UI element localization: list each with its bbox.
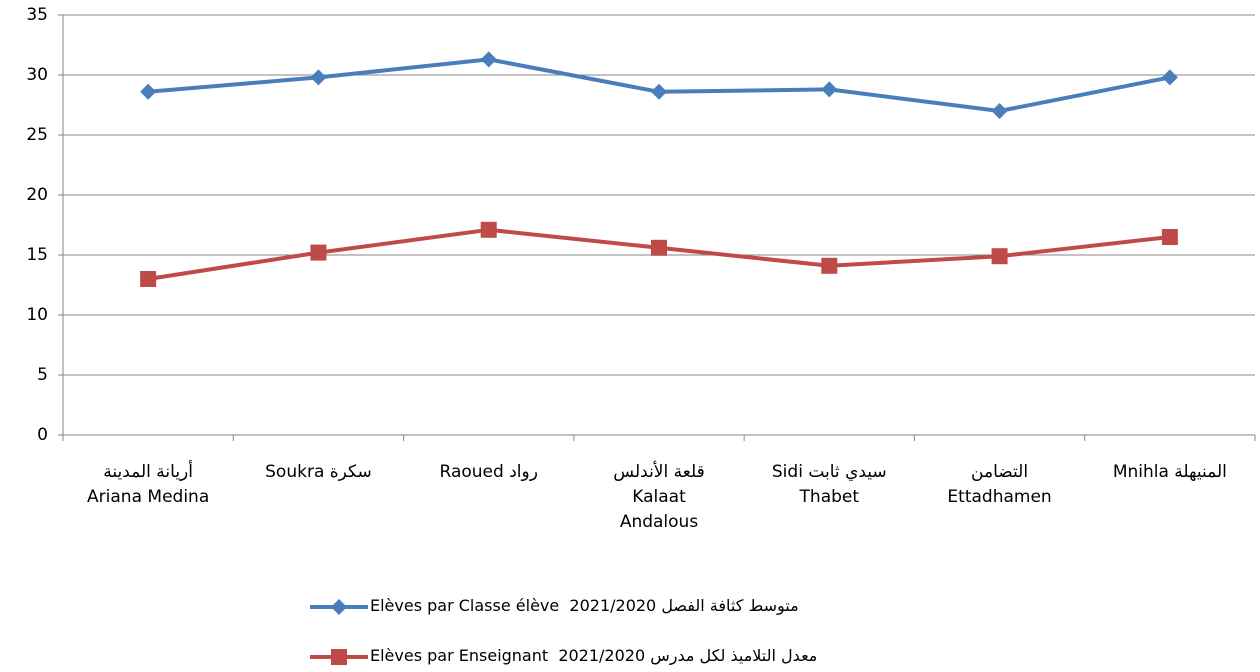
y-tick-label: 20 [26, 185, 48, 205]
y-tick-label: 15 [26, 245, 48, 265]
y-tick-label: 30 [26, 65, 48, 85]
marker [821, 257, 838, 274]
legend-label: Elèves par Classe élève 2021/2020 متوسط … [370, 596, 799, 615]
y-tick-label: 10 [26, 305, 48, 325]
x-tick-label: أريانة المدينة Ariana Medina [87, 462, 210, 507]
x-tick-label: قلعة الأندلس Kalaat Andalous [613, 462, 705, 532]
y-tick-label: 5 [37, 365, 48, 385]
marker [140, 271, 157, 287]
x-tick-label: Sidi سيدي ثابت Thabet [771, 462, 887, 507]
marker [651, 83, 667, 100]
marker [821, 81, 838, 98]
marker [1161, 69, 1178, 86]
x-tick-label: Raoued رواد [439, 462, 538, 482]
marker [310, 69, 327, 86]
y-tick-label: 25 [26, 125, 48, 145]
marker [310, 244, 327, 261]
y-tick-label: 0 [37, 425, 48, 445]
marker [480, 51, 497, 68]
legend-label: Elèves par Enseignant 2021/2020 معدل الت… [370, 646, 818, 665]
x-tick-label: التضامن Ettadhamen [947, 462, 1052, 507]
x-tick-label: Mnihla المنيهلة [1112, 462, 1227, 482]
marker [991, 248, 1008, 265]
marker [480, 221, 497, 238]
marker [331, 599, 347, 615]
marker [991, 103, 1008, 119]
marker [331, 649, 347, 665]
marker [651, 239, 667, 256]
marker [140, 83, 157, 100]
x-tick-label: Soukra سكرة [265, 462, 372, 482]
marker [1161, 229, 1178, 245]
y-tick-label: 35 [26, 5, 48, 25]
